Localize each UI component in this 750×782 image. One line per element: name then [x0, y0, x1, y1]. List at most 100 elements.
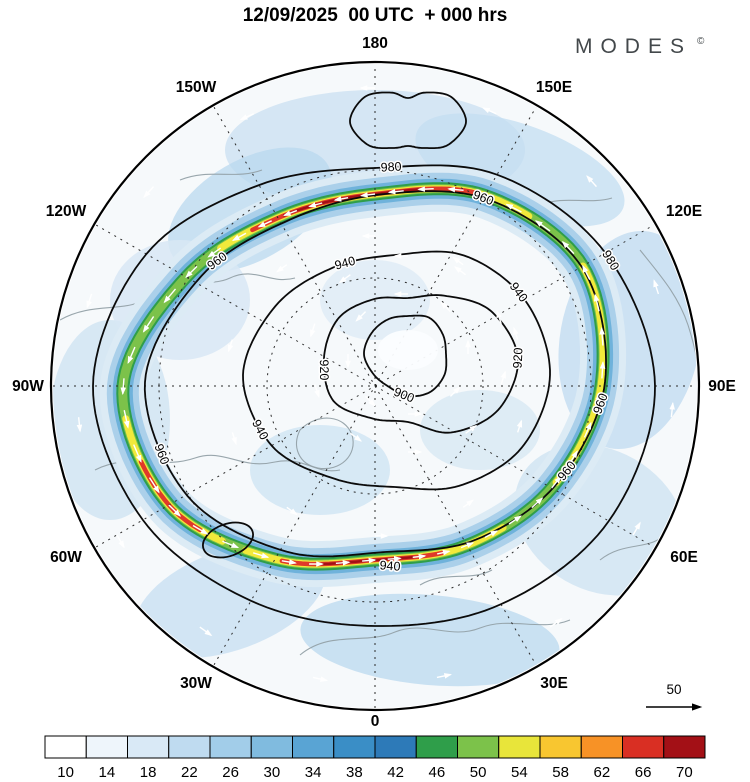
wind-arrow: [231, 432, 237, 446]
map-boundary-circle: [49, 60, 701, 712]
wind-arrow: [599, 326, 605, 346]
lon-label-150w: 150W: [176, 79, 217, 96]
closed-contour-bottom-left: [202, 521, 254, 559]
colorbar-tick-label: 38: [346, 764, 363, 781]
contour-label: 940: [379, 558, 401, 573]
wind-arrow: [86, 293, 93, 309]
modes-logo-mark: ©: [697, 36, 705, 47]
wind-arrow: [482, 107, 497, 115]
jet-core-segment: [138, 459, 203, 533]
colorbar-cell: [209, 735, 252, 759]
colorbar: 10 14 18 22 26 30 34 38 42 46 50 54 58 62 66 70: [44, 735, 706, 781]
wind-arrow: [359, 192, 376, 198]
wind-arrow: [549, 618, 563, 628]
height-contour: [242, 250, 551, 491]
height-contour: [322, 294, 520, 434]
wind-arrow: [505, 203, 522, 213]
wind-arrow: [462, 499, 475, 508]
colorbar-tick-label: 14: [99, 764, 116, 781]
colorbar-cell: [168, 735, 211, 759]
wind-arrow: [185, 265, 198, 278]
wind-arrow: [168, 504, 182, 517]
wind-arrow: [207, 247, 222, 258]
wind-arrow: [449, 386, 461, 397]
contour-label: 920: [510, 347, 525, 369]
wind-arrow: [593, 293, 600, 312]
coastline: [179, 169, 263, 181]
colorbar-cell: [498, 735, 541, 759]
colorbar-tick-label: 34: [305, 764, 322, 781]
colorbar-tick-label: 18: [140, 764, 157, 781]
wind-arrow: [253, 552, 270, 559]
wind-arrow: [417, 186, 434, 192]
wind-arrow: [116, 534, 125, 549]
wind-arrow: [568, 450, 578, 465]
wind-arrow: [387, 188, 404, 195]
wind-arrow: [531, 497, 544, 509]
wind-arrow: [192, 524, 209, 535]
wind-arrow: [669, 401, 675, 418]
colorbar-cell: [415, 735, 458, 759]
colorbar-tick-label: 42: [387, 764, 404, 781]
colorbar-tick-label: 22: [181, 764, 198, 781]
colorbar-cell: [374, 735, 417, 759]
shading-blob: [250, 425, 390, 515]
wind-arrow: [338, 274, 351, 284]
wind-arrow: [387, 555, 402, 562]
colorbar-tick-label: 62: [594, 764, 611, 781]
wind-arrow: [582, 264, 591, 280]
wind-arrow: [586, 175, 597, 188]
lon-label-0: 0: [371, 713, 380, 730]
colorbar-cell: [292, 735, 335, 759]
lon-label-90w: 90W: [12, 378, 44, 395]
wind-arrow: [513, 326, 519, 340]
colorbar-cell: [539, 735, 582, 759]
wind-arrow: [465, 424, 478, 434]
wind-arrow: [583, 421, 592, 438]
wind-arrow: [222, 540, 240, 549]
lon-label-60e: 60E: [670, 549, 698, 566]
wind-arrow: [355, 311, 367, 322]
wind-arrow: [551, 475, 562, 489]
graticule: [53, 64, 697, 708]
wind-arrow: [437, 549, 451, 556]
wind-arrow: [516, 419, 523, 433]
reference-vector: 50: [646, 682, 703, 711]
colorbar-tick-label: 26: [222, 764, 239, 781]
colorbar-cell: [85, 735, 128, 759]
wind-arrow: [335, 560, 351, 566]
wind-arrow: [595, 392, 601, 409]
wind-arrow: [148, 477, 160, 494]
colorbar-cell: [44, 735, 87, 759]
wind-arrow: [142, 316, 155, 333]
low-center-spot: [378, 330, 438, 370]
wind-arrow: [163, 288, 177, 304]
colorbar-tick-label: 58: [552, 764, 569, 781]
wind-arrow: [239, 113, 255, 121]
lon-label-30w: 30W: [180, 675, 212, 692]
wind-arrow: [599, 360, 606, 379]
colorbar-tick-label: 46: [429, 764, 446, 781]
wind-arrow: [286, 506, 298, 516]
lon-label-90e: 90E: [708, 378, 736, 395]
colorbar-cell: [580, 735, 623, 759]
wind-arrow: [333, 196, 349, 202]
colorbar-tick-label: 66: [635, 764, 652, 781]
shading-blob: [415, 113, 625, 227]
wind-arrow: [496, 310, 502, 324]
colorbar-cell: [250, 735, 293, 759]
wind-arrow: [476, 192, 493, 199]
height-contour: [92, 164, 656, 627]
page-title: 12/09/2025 00 UTC + 000 hrs: [243, 5, 508, 26]
wind-arrow: [308, 202, 323, 208]
contour-label: 980: [380, 160, 402, 175]
wind-arrow: [231, 232, 247, 241]
wind-arrow: [362, 557, 377, 564]
wind-arrow: [123, 410, 130, 429]
wind-arrow: [365, 395, 376, 407]
wind-arrow: [653, 279, 660, 295]
wind-arrow: [460, 542, 475, 549]
wind-arrow: [484, 530, 499, 538]
wind-arrow: [120, 378, 127, 396]
